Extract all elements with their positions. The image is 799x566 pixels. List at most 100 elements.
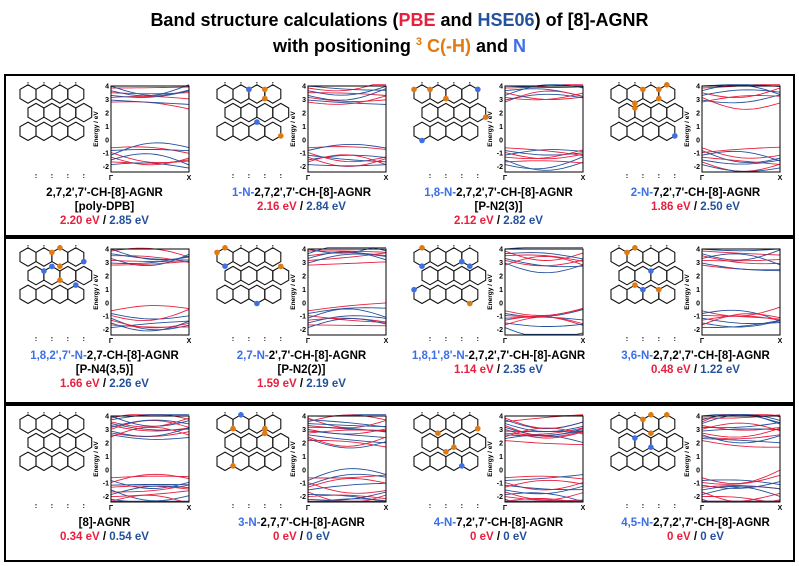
panel-cell: Energy / eV 4 3 2 1 0 -1 -2 Γ X 1-N-2,7,2',7'-CH-[…	[203, 76, 400, 235]
y-tick-label: 1	[499, 287, 503, 294]
ring	[51, 284, 69, 305]
hse06-band	[701, 481, 781, 489]
pbe-band	[701, 156, 781, 165]
y-tick-label: 4	[499, 84, 503, 91]
y-tick-label: -1	[103, 151, 109, 158]
y-tick-label: 3	[499, 97, 503, 104]
ring	[232, 284, 250, 305]
y-tick-label: 3	[105, 427, 109, 434]
panel-caption: [8]-AGNR 0.34 eV / 0.54 eV	[6, 516, 203, 544]
pbe-band	[307, 478, 387, 488]
ring	[658, 121, 676, 142]
sp3-ch-marker	[262, 425, 268, 432]
band-plot: Energy / eV 4 3 2 1 0 -1 -2Γ X	[93, 84, 192, 183]
x-tick-label: X	[581, 505, 586, 512]
sp3-ch-marker	[419, 245, 425, 251]
hse06-band	[504, 327, 584, 335]
y-tick-label: -2	[103, 494, 109, 501]
hse06-band	[701, 262, 781, 272]
ring	[650, 102, 668, 123]
plot-frame	[701, 415, 781, 503]
hse06-band	[307, 307, 387, 314]
ring	[248, 451, 266, 472]
sp3-ch-marker	[632, 100, 638, 106]
molecule-structure	[610, 412, 684, 508]
y-axis-label: Energy / eV	[93, 274, 100, 310]
ring	[650, 432, 668, 453]
y-tick-label: 3	[499, 260, 503, 267]
sp3-ch-marker	[648, 412, 654, 418]
ring	[453, 432, 471, 453]
ring	[19, 284, 37, 305]
y-tick-label: 4	[302, 414, 306, 421]
ring	[461, 84, 479, 104]
hse06-band	[307, 468, 387, 481]
pbe-band	[504, 425, 584, 437]
pbe-band	[504, 255, 584, 266]
panel-cell: Energy / eV 4 3 2 1 0 -1 -2 Γ X 1,8-N-2,7,2',7'-CH…	[400, 76, 597, 235]
y-tick-label: 1	[105, 124, 109, 131]
hse06-band	[307, 482, 387, 491]
hse06-band	[110, 253, 190, 267]
pbe-band	[701, 255, 781, 265]
ring	[75, 432, 93, 453]
panel-cell: Energy / eV 4 3 2 1 0 -1 -2 Γ X 2,7,2',7'-CH-[8]-A…	[6, 76, 203, 235]
structure-name: 1,8,2',7'-N-2,7-CH-[8]-AGNR	[30, 350, 179, 362]
pbe-band	[504, 308, 584, 317]
y-tick-label: -1	[300, 314, 306, 321]
ring	[224, 102, 242, 123]
y-tick-label: -1	[497, 314, 503, 321]
ring	[413, 84, 431, 104]
y-tick-label: -1	[497, 481, 503, 488]
y-tick-label: 2	[499, 110, 503, 117]
y-tick-label: -2	[497, 164, 503, 171]
ring	[216, 84, 234, 104]
ring	[35, 121, 53, 142]
y-tick-label: 0	[105, 137, 109, 144]
hse06-band	[504, 85, 584, 88]
x-tick-label: Γ	[109, 175, 114, 182]
ring	[437, 102, 455, 123]
ring	[626, 121, 644, 142]
ring	[445, 451, 463, 472]
band-gap: 2.12 eV / 2.82 eV	[454, 215, 543, 227]
ring	[610, 121, 628, 142]
y-tick-label: 2	[105, 440, 109, 447]
sp3-ch-marker	[230, 463, 236, 469]
pbe-band	[307, 414, 387, 423]
pbe-band	[110, 426, 190, 438]
sp3-ch-marker	[443, 449, 449, 455]
hse06-band	[110, 162, 190, 169]
hse06-band	[307, 251, 387, 261]
plot-frame	[110, 415, 190, 503]
panel-graphic: Energy / eV 4 3 2 1 0 -1 -2Γ X	[411, 82, 586, 182]
ring	[232, 121, 250, 142]
panel-row-2: Energy / eV 4 3 2 1 0 -1 -2 Γ X 1,8,2',7'-N-2,7-CH…	[4, 237, 795, 404]
ring	[634, 265, 652, 286]
panel-cell: Energy / eV 4 3 2 1 0 -1 -2 Γ X 3-N-2,7,7'-CH-[8]-…	[203, 406, 400, 560]
y-tick-label: 0	[499, 467, 503, 474]
structure-name: 2,7-N-2',7'-CH-[8]-AGNR	[236, 350, 367, 362]
pbe-band	[307, 324, 387, 327]
sp3-ch-marker	[57, 263, 63, 269]
band-gap: 0 eV / 0 eV	[667, 531, 724, 543]
panel-graphic: Energy / eV 4 3 2 1 0 -1 -2Γ X	[610, 245, 783, 345]
y-tick-label: 2	[499, 440, 503, 447]
x-tick-label: X	[384, 505, 389, 512]
y-tick-label: 1	[105, 454, 109, 461]
hse06-band	[701, 89, 781, 96]
hse06-band	[701, 309, 781, 322]
y-axis-label: Energy / eV	[93, 441, 100, 477]
sp3-ch-marker	[278, 263, 284, 270]
nitrogen-marker	[73, 282, 79, 288]
hse06-band	[504, 156, 584, 170]
molecule-structure	[19, 412, 93, 508]
hse06-band	[701, 253, 781, 266]
y-tick-label: -1	[694, 314, 700, 321]
pbe-band	[701, 496, 780, 502]
panel-caption: 3-N-2,7,7'-CH-[8]-AGNR 0 eV / 0 eV	[203, 516, 400, 544]
hse06-band	[701, 94, 781, 104]
panel-caption: 2-N-7,2',7'-CH-[8]-AGNR 1.86 eV / 2.50 eV	[597, 186, 794, 214]
molecule-structure	[19, 245, 93, 341]
